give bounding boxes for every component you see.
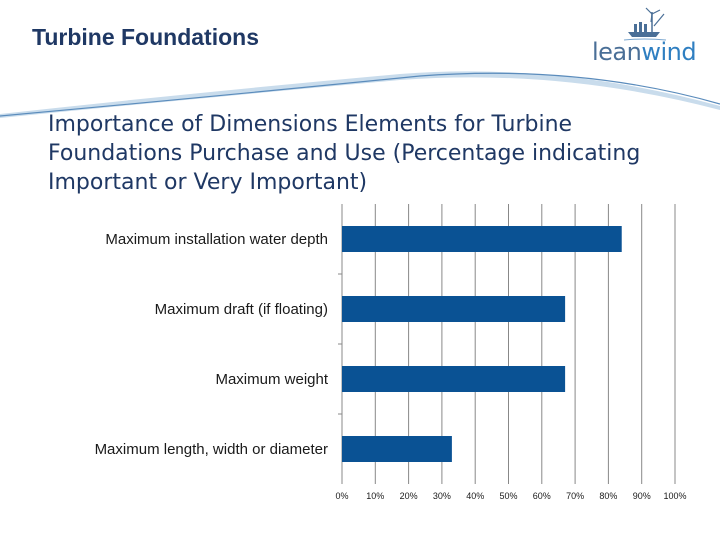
bar	[342, 296, 566, 322]
bar	[342, 226, 622, 252]
header-swoosh	[0, 71, 720, 118]
x-tick-label: 90%	[633, 491, 651, 501]
x-tick-label: 60%	[533, 491, 551, 501]
logo-wordmark: leanwind	[592, 38, 697, 66]
category-label: Maximum length, width or diameter	[95, 441, 328, 458]
logo-text-lean: lean	[592, 38, 642, 66]
ship-icon	[623, 7, 667, 41]
x-tick-label: 30%	[433, 491, 451, 501]
slide-title: Turbine Foundations	[32, 24, 259, 50]
x-tick-label: 80%	[599, 491, 617, 501]
x-tick-label: 100%	[663, 491, 686, 501]
bar	[342, 366, 566, 392]
logo-text-wind: wind	[641, 38, 697, 66]
leanwind-logo: leanwind	[584, 4, 706, 70]
x-tick-label: 10%	[366, 491, 384, 501]
x-tick-label: 50%	[499, 491, 517, 501]
chart-title: Importance of Dimensions Elements for Tu…	[48, 112, 641, 195]
x-tick-label: 40%	[466, 491, 484, 501]
bar	[342, 436, 452, 462]
x-tick-label: 0%	[335, 491, 348, 501]
bar-chart: 0% 10% 20% 30% 40% 50% 60% 70% 80% 90% 100% Maximum…	[95, 204, 687, 501]
category-label: Maximum weight	[215, 371, 328, 388]
category-label: Maximum installation water depth	[105, 231, 328, 248]
x-tick-label: 20%	[400, 491, 418, 501]
x-tick-label: 70%	[566, 491, 584, 501]
category-label: Maximum draft (if floating)	[155, 301, 328, 318]
